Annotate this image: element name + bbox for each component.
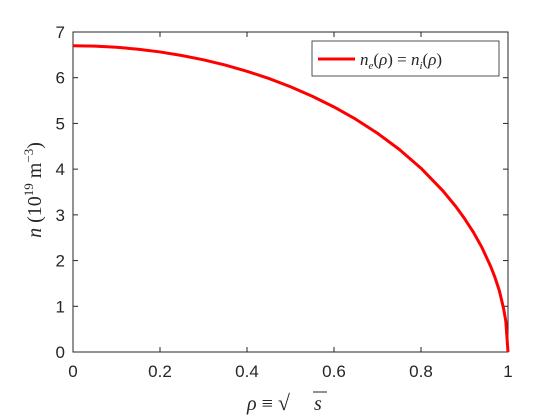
legend: ne(ρ) = ni(ρ): [311, 40, 500, 77]
legend-label-ne: ne(ρ) = ni(ρ): [360, 50, 442, 72]
svg-text:n (1019 m−3): n (1019 m−3): [21, 142, 46, 238]
y-axis-label: n (1019 m−3): [21, 142, 46, 238]
svg-text:s: s: [314, 393, 322, 415]
y-tick-label: 0: [56, 343, 65, 362]
y-tick-label: 2: [56, 252, 65, 271]
y-axis-ticks: 0 1 2 3 4 5 6 7: [56, 23, 508, 362]
y-tick-label: 3: [56, 206, 65, 225]
x-axis-ticks: 0 0.2 0.4 0.6 0.8 1: [68, 32, 513, 381]
x-tick-label: 0.2: [148, 362, 172, 381]
y-tick-label: 5: [56, 114, 65, 133]
svg-text:ρ ≡ √: ρ ≡ √: [246, 390, 291, 415]
y-tick-label: 6: [56, 69, 65, 88]
x-tick-label: 0.4: [235, 362, 259, 381]
y-tick-label: 7: [56, 23, 65, 42]
x-tick-label: 0.6: [322, 362, 346, 381]
y-tick-label: 4: [56, 160, 65, 179]
x-tick-label: 0.8: [409, 362, 433, 381]
series-line-0: [72, 44, 510, 353]
x-tick-label: 1: [503, 362, 512, 381]
y-tick-label: 1: [56, 297, 65, 316]
series-layer: [72, 44, 510, 353]
x-axis-label: ρ ≡ √ s: [246, 390, 327, 415]
x-tick-label: 0: [68, 362, 77, 381]
